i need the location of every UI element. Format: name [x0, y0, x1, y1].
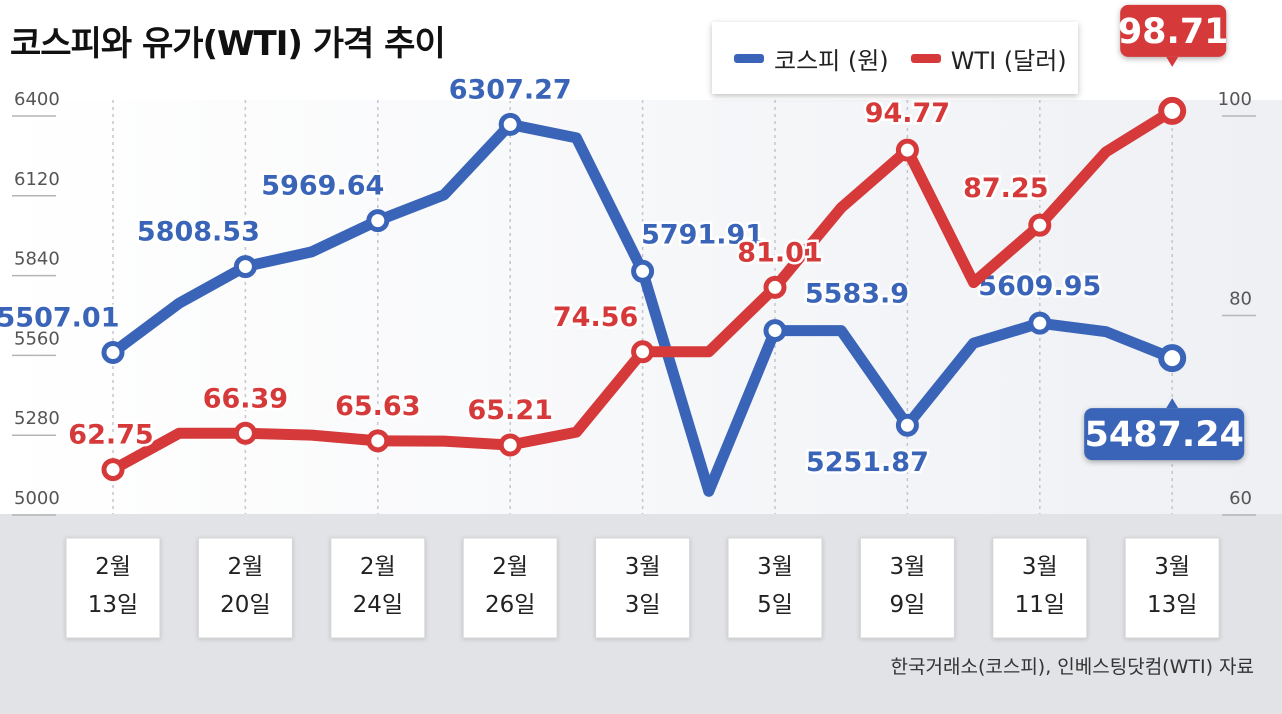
x-tick-label: 3월 [625, 554, 661, 580]
data-label: 5583.9 [805, 279, 909, 310]
right-axis-tick-label: 80 [1229, 289, 1252, 310]
data-point [101, 458, 125, 482]
data-label-highlight: 5487.24 [1084, 415, 1243, 455]
data-point [233, 255, 257, 279]
x-tick-label: 26일 [485, 592, 535, 618]
x-tick-label: 3월 [890, 554, 926, 580]
data-label: 5808.53 [137, 217, 260, 248]
category-box [330, 537, 426, 639]
category-box [727, 537, 823, 639]
data-point [1158, 96, 1187, 125]
data-label: 5609.95 [978, 271, 1101, 302]
data-label: 94.77 [865, 98, 950, 129]
data-point [101, 341, 125, 365]
x-tick-label: 2월 [228, 554, 264, 580]
x-tick-label: 3월 [1022, 554, 1058, 580]
data-label: 5969.64 [261, 171, 384, 202]
legend: 코스피 (원) WTI (달러) [712, 22, 1078, 94]
data-label: 74.56 [553, 302, 638, 333]
x-tick-label: 13일 [1147, 592, 1197, 618]
legend-label-wti: WTI (달러) [950, 46, 1067, 75]
data-label: 62.75 [68, 420, 153, 451]
legend-swatch-wti [910, 53, 941, 63]
data-label: 5507.01 [0, 303, 119, 334]
data-label: 66.39 [203, 383, 288, 414]
data-point [763, 275, 787, 299]
data-label: 65.63 [335, 391, 420, 422]
highlight-box [1120, 4, 1227, 57]
left-axis-tick-label: 5280 [14, 408, 60, 429]
category-box [859, 537, 955, 639]
x-tick-label: 20일 [220, 592, 270, 618]
highlight-box [1084, 408, 1245, 461]
data-point [498, 112, 522, 136]
x-tick-label: 11일 [1015, 592, 1065, 618]
source-note: 한국거래소(코스피), 인베스팅닷컴(WTI) 자료 [890, 656, 1254, 678]
left-axis-tick-label: 5840 [14, 249, 60, 270]
data-point [895, 138, 919, 162]
legend-swatch-kospi [734, 53, 764, 63]
data-point [895, 413, 919, 437]
data-point [366, 209, 390, 233]
data-label: 6307.27 [449, 74, 572, 105]
highlight-pointer [1166, 398, 1179, 409]
right-axis-tick-label: 100 [1218, 89, 1252, 110]
data-point [1158, 344, 1187, 373]
chart-title: 코스피와 유가(WTI) 가격 추이 [10, 24, 446, 64]
data-label-highlight: 98.71 [1118, 12, 1229, 52]
category-box [992, 537, 1088, 639]
plot-background [0, 100, 1282, 514]
data-point [763, 319, 787, 343]
data-label: 5791.91 [641, 219, 764, 250]
x-tick-label: 2월 [360, 554, 396, 580]
legend-item-wti: WTI (달러) [910, 41, 1067, 76]
data-point [1028, 311, 1052, 335]
x-tick-label: 3월 [757, 554, 793, 580]
x-tick-label: 3일 [625, 592, 661, 618]
category-box [595, 537, 691, 639]
highlight-pointer [1166, 56, 1179, 67]
x-tick-label: 2월 [492, 554, 528, 580]
x-tick-label: 3월 [1154, 554, 1190, 580]
data-label: 81.01 [737, 237, 822, 268]
category-box [65, 537, 161, 639]
left-axis-tick-label: 5560 [14, 328, 60, 349]
left-axis-tick-label: 6400 [14, 89, 60, 110]
category-box [197, 537, 293, 639]
category-box [1124, 537, 1220, 639]
x-tick-label: 24일 [353, 592, 403, 618]
x-tick-label: 9일 [890, 592, 926, 618]
x-tick-label: 2월 [95, 554, 131, 580]
data-label: 5251.87 [806, 447, 929, 478]
data-point [366, 429, 390, 453]
data-point [631, 259, 655, 283]
x-tick-label: 13일 [88, 592, 138, 618]
right-axis-tick-label: 60 [1229, 488, 1252, 509]
data-label: 87.25 [963, 173, 1048, 204]
data-point [498, 433, 522, 457]
left-axis-tick-label: 6120 [14, 169, 60, 190]
data-point [1028, 213, 1052, 237]
data-label: 65.21 [467, 395, 552, 426]
legend-label-kospi: 코스피 (원) [774, 46, 889, 75]
category-box [462, 537, 558, 639]
data-point [631, 340, 655, 364]
left-axis-tick-label: 5000 [14, 488, 60, 509]
x-tick-label: 5일 [757, 592, 793, 618]
data-point [233, 421, 257, 445]
legend-item-kospi: 코스피 (원) [734, 41, 889, 76]
